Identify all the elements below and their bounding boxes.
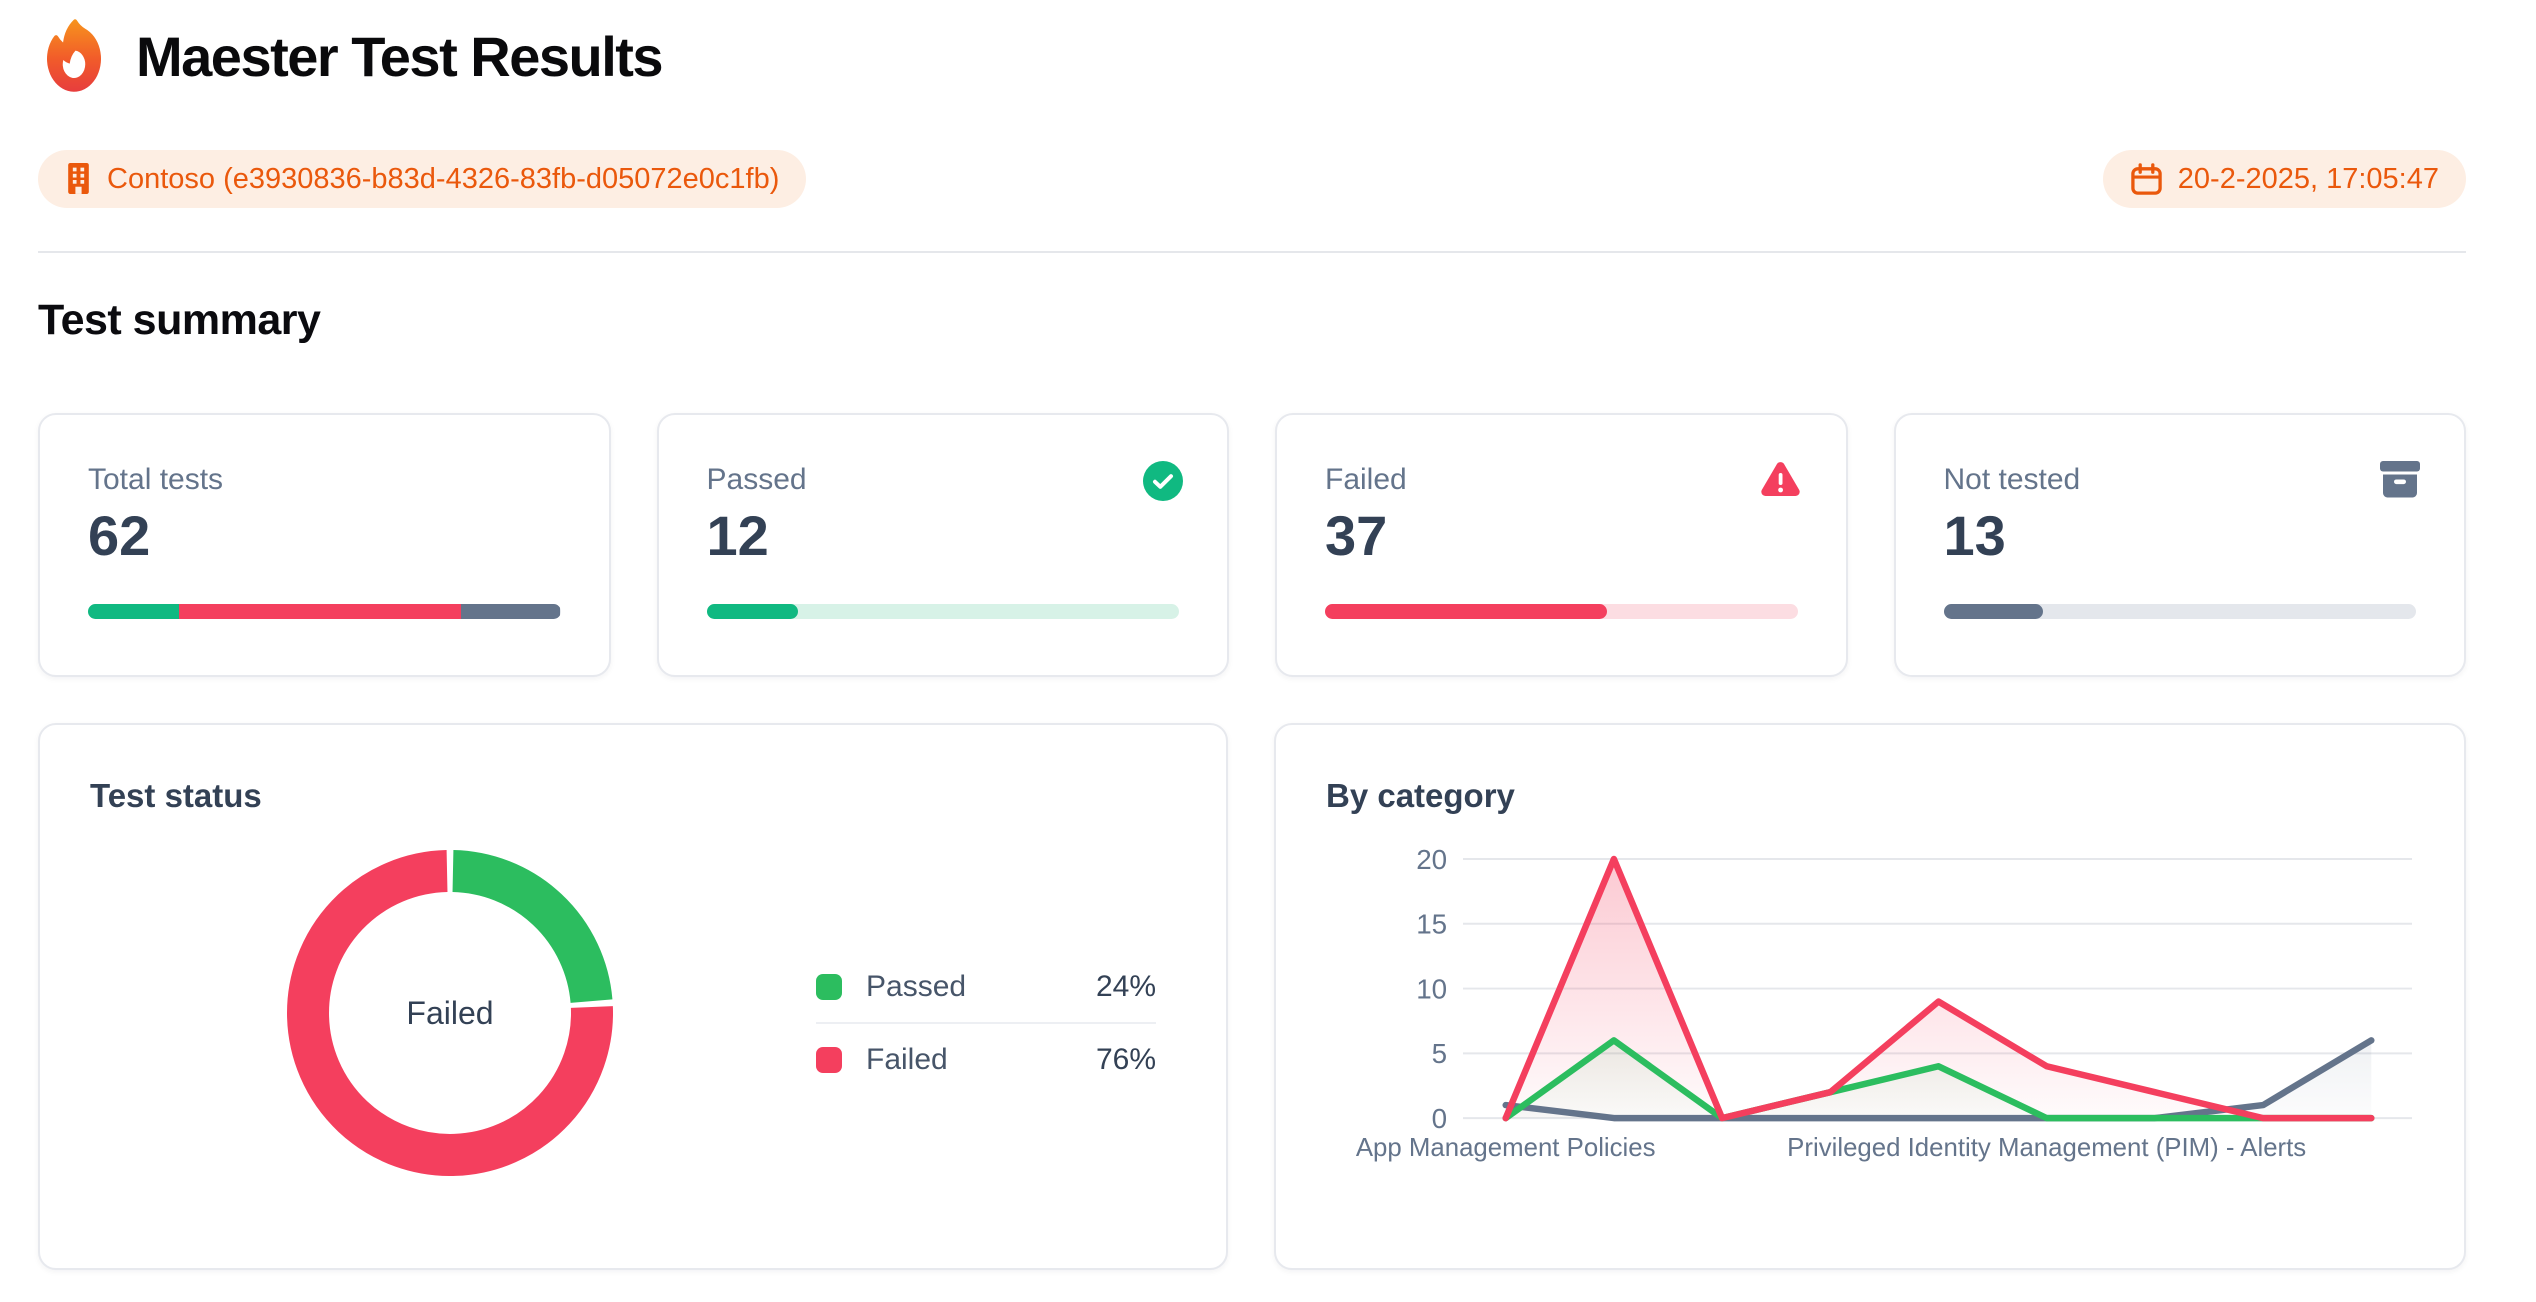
badge-row: Contoso (e3930836-b83d-4326-83fb-d05072e…: [38, 150, 2466, 208]
test-summary-heading: Test summary: [38, 296, 321, 344]
check-circle-icon: [1143, 461, 1183, 506]
svg-text:0: 0: [1432, 1103, 1447, 1134]
passed-card: Passed 12: [656, 413, 1229, 677]
not-tested-card: Not tested 13: [1893, 413, 2466, 677]
stat-value: 13: [1943, 504, 2006, 567]
donut-center-label: Failed: [406, 994, 494, 1031]
building-icon: [68, 162, 89, 194]
test-status-legend: Passed 24% Failed 76%: [816, 951, 1156, 1095]
header: Maester Test Results: [38, 12, 664, 100]
archive-box-icon: [2380, 461, 2420, 504]
legend-row-failed: Failed 76%: [816, 1024, 1156, 1095]
total-tests-card: Total tests 62: [38, 413, 611, 677]
stat-value: 62: [88, 504, 151, 567]
donut-svg: [287, 850, 613, 1176]
stat-value: 37: [1325, 504, 1388, 567]
not-tested-progress-bar: [1943, 604, 2416, 619]
by-category-panel: 0 5 10 15 20 App Management Policies Privilege…: [1274, 723, 2466, 1270]
stat-label: Not tested: [1943, 463, 2081, 496]
by-category-line-chart: 0 5 10 15 20 App Management Policies Privilege…: [1356, 844, 2413, 1162]
svg-text:20: 20: [1416, 844, 1447, 875]
failed-card: Failed 37: [1275, 413, 1848, 677]
legend-pct: 76%: [1095, 1042, 1156, 1076]
passed-swatch: [816, 973, 842, 1000]
stat-label: Passed: [706, 463, 807, 496]
warning-triangle-icon: [1759, 461, 1802, 505]
header-divider: [38, 251, 2466, 253]
passed-progress-bar: [706, 604, 1179, 619]
svg-text:15: 15: [1416, 909, 1447, 940]
datetime-badge: 20-2-2025, 17:05:47: [2102, 150, 2466, 208]
test-status-title: Test status: [90, 777, 262, 814]
summary-cards: Total tests 62 Passed 12 Failed 37: [38, 413, 2466, 677]
svg-text:App Management Policies: App Management Policies: [1356, 1134, 1656, 1162]
legend-label: Failed: [866, 1042, 948, 1076]
page-title: Maester Test Results: [136, 24, 664, 88]
stat-label: Failed: [1325, 463, 1407, 496]
flame-logo-icon: [47, 19, 102, 92]
svg-text:Privileged Identity Management: Privileged Identity Management (PIM) - A…: [1787, 1134, 2306, 1162]
legend-label: Passed: [866, 969, 967, 1003]
by-category-title: By category: [1326, 777, 1515, 814]
stat-value: 12: [706, 504, 769, 567]
calendar-icon: [2131, 162, 2162, 195]
legend-row-passed: Passed 24%: [816, 951, 1156, 1022]
legend-divider: [816, 1022, 1156, 1024]
failed-progress-bar: [1325, 604, 1798, 619]
datetime-badge-text: 20-2-2025, 17:05:47: [2177, 162, 2439, 195]
tenant-badge-text: Contoso (e3930836-b83d-4326-83fb-d05072e…: [107, 162, 780, 195]
legend-pct: 24%: [1095, 969, 1156, 1003]
failed-swatch: [816, 1046, 842, 1073]
svg-text:10: 10: [1416, 973, 1447, 1004]
svg-text:5: 5: [1432, 1038, 1447, 1069]
test-status-donut-chart: Failed: [287, 850, 613, 1176]
test-status-panel: Test status Failed Passed 24% Failed 76%: [38, 723, 1228, 1270]
tenant-badge: Contoso (e3930836-b83d-4326-83fb-d05072e…: [38, 150, 807, 208]
total-tests-progress-bar: [88, 604, 561, 619]
stat-label: Total tests: [88, 463, 224, 496]
